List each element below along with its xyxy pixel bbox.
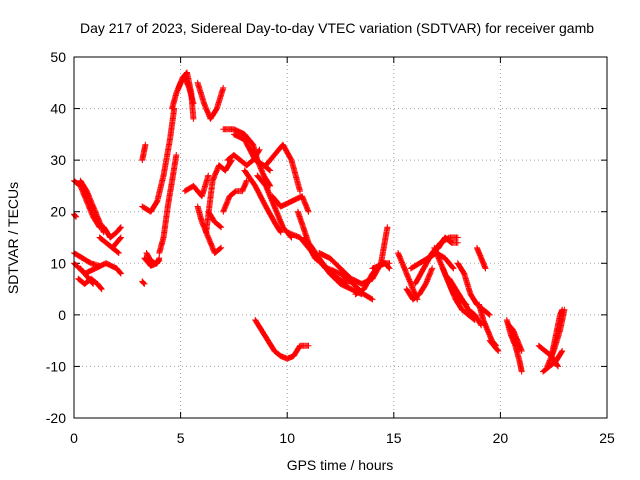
data-point-markers <box>473 244 489 272</box>
y-tick-label: -20 <box>46 410 66 426</box>
series-arc-21 <box>194 203 225 256</box>
series-arc-57 <box>548 306 566 360</box>
data-point-markers <box>175 69 197 122</box>
data-point-markers <box>100 224 124 241</box>
data-point-markers <box>220 177 250 215</box>
data-point-markers <box>403 265 436 303</box>
x-tick-label: 15 <box>386 430 402 446</box>
series-arc-06 <box>109 234 124 251</box>
series-arc-02 <box>77 177 107 236</box>
series-arc-18 <box>175 69 197 122</box>
series-arc-16 <box>156 152 180 256</box>
data-points <box>71 69 568 375</box>
data-point-markers <box>241 167 284 236</box>
data-point-markers <box>194 203 225 256</box>
series-arc-11 <box>139 278 148 287</box>
x-tick-label: 0 <box>70 430 78 446</box>
series-arc-13 <box>143 249 163 267</box>
data-point-markers <box>247 146 274 189</box>
series-arc-19 <box>181 172 212 200</box>
data-point-markers <box>77 265 97 287</box>
data-point-markers <box>301 234 376 303</box>
series-arc-51 <box>486 337 502 354</box>
y-tick-label: 50 <box>50 49 66 65</box>
data-point-markers <box>156 152 180 256</box>
data-point-markers <box>77 177 107 236</box>
axis-ticks <box>73 56 608 419</box>
series-arc-24 <box>220 177 250 215</box>
series-arc-03 <box>71 211 80 220</box>
series-arc-15 <box>139 105 178 215</box>
y-axis-label: SDTVAR / TECUs <box>5 182 21 294</box>
plot-frame <box>73 56 608 419</box>
data-point-markers <box>269 193 312 215</box>
chart-title: Day 217 of 2023, Sidereal Day-to-day VTE… <box>80 20 594 36</box>
data-point-markers <box>505 322 525 354</box>
data-point-markers <box>71 211 80 220</box>
x-tick-label: 10 <box>279 430 295 446</box>
series-arc-28 <box>241 167 284 236</box>
series-arc-31 <box>262 141 303 195</box>
data-point-markers <box>203 157 235 236</box>
series-arc-29 <box>247 146 274 189</box>
data-point-markers <box>316 224 391 287</box>
x-tick-label: 5 <box>177 430 185 446</box>
x-axis-label: GPS time / hours <box>287 457 394 473</box>
data-point-markers <box>181 172 212 200</box>
data-point-markers <box>252 317 312 362</box>
y-tick-label: -10 <box>46 358 66 374</box>
series-arc-10 <box>77 265 97 287</box>
series-arc-38 <box>369 260 393 272</box>
series-arc-35 <box>301 234 376 303</box>
series-arc-23 <box>203 157 235 236</box>
series-arc-39 <box>252 317 312 362</box>
data-point-markers <box>446 275 485 329</box>
data-point-markers <box>262 141 303 195</box>
x-tick-label: 20 <box>493 430 509 446</box>
data-point-markers <box>139 278 148 287</box>
series-arc-47 <box>446 275 485 329</box>
x-tick-label: 25 <box>599 430 615 446</box>
y-tick-label: 0 <box>58 307 66 323</box>
series-arc-20 <box>194 79 227 122</box>
y-tick-label: 40 <box>50 101 66 117</box>
series-arc-14 <box>139 141 149 164</box>
series-arc-53 <box>505 322 525 354</box>
series-arc-32 <box>269 193 312 215</box>
data-point-markers <box>486 337 502 354</box>
data-point-markers <box>139 105 178 215</box>
data-point-markers <box>109 234 124 251</box>
y-tick-label: 10 <box>50 255 66 271</box>
data-point-markers <box>143 249 163 267</box>
y-tick-label: 30 <box>50 152 66 168</box>
y-tick-label: 20 <box>50 204 66 220</box>
series-arc-50 <box>473 244 489 272</box>
data-point-markers <box>194 79 227 122</box>
grid-lines <box>74 57 607 418</box>
series-arc-36 <box>316 224 391 287</box>
data-point-markers <box>369 260 393 272</box>
data-point-markers <box>548 306 566 360</box>
tick-labels: 0 5 10 15 20 25 -20 -10 0 10 20 30 40 50 <box>46 49 615 446</box>
data-point-markers <box>139 141 149 164</box>
series-arc-41 <box>403 265 436 303</box>
series-arc-05 <box>100 224 124 241</box>
